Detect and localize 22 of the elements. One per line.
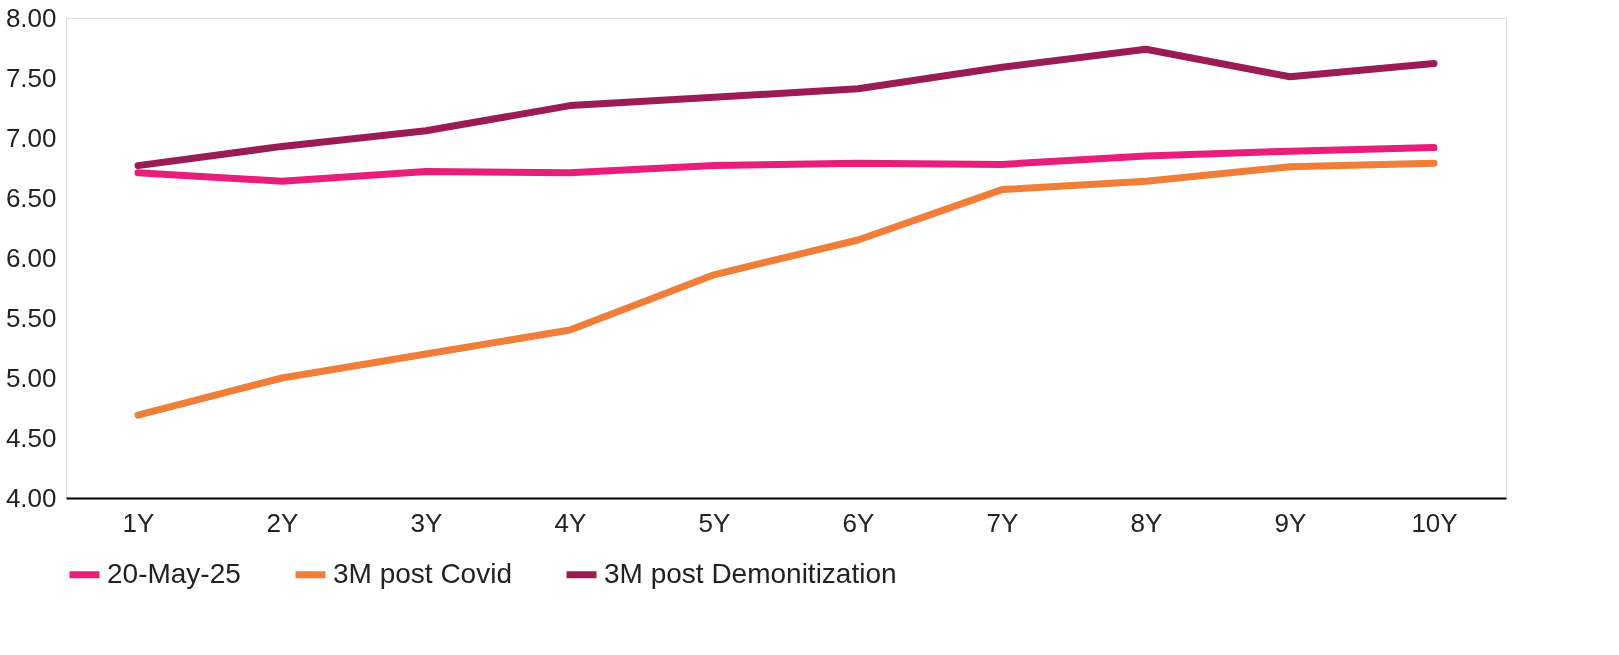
y-tick-label: 6.00	[5, 242, 57, 273]
legend-label: 3M post Covid	[333, 557, 512, 589]
x-tick-label: 3Y	[410, 507, 443, 538]
y-tick-label: 4.00	[5, 482, 57, 513]
x-tick-label: 4Y	[554, 507, 587, 538]
y-tick-label: 5.00	[5, 362, 57, 393]
x-tick-label: 5Y	[698, 507, 731, 538]
legend-label: 3M post Demonitization	[604, 557, 897, 589]
x-tick-label: 1Y	[122, 507, 155, 538]
y-tick-label: 5.50	[5, 302, 57, 333]
x-tick-label: 2Y	[266, 507, 299, 538]
y-tick-label: 7.00	[5, 122, 57, 153]
legend-label: 20-May-25	[107, 557, 241, 589]
x-tick-label: 7Y	[986, 507, 1019, 538]
x-tick-label: 6Y	[842, 507, 875, 538]
y-tick-label: 7.50	[5, 62, 57, 93]
x-tick-label: 8Y	[1130, 507, 1163, 538]
y-tick-label: 4.50	[5, 422, 57, 453]
x-tick-label: 10Y	[1411, 507, 1458, 538]
x-tick-label: 9Y	[1274, 507, 1307, 538]
y-tick-label: 6.50	[5, 182, 57, 213]
y-tick-label: 8.00	[5, 2, 57, 33]
